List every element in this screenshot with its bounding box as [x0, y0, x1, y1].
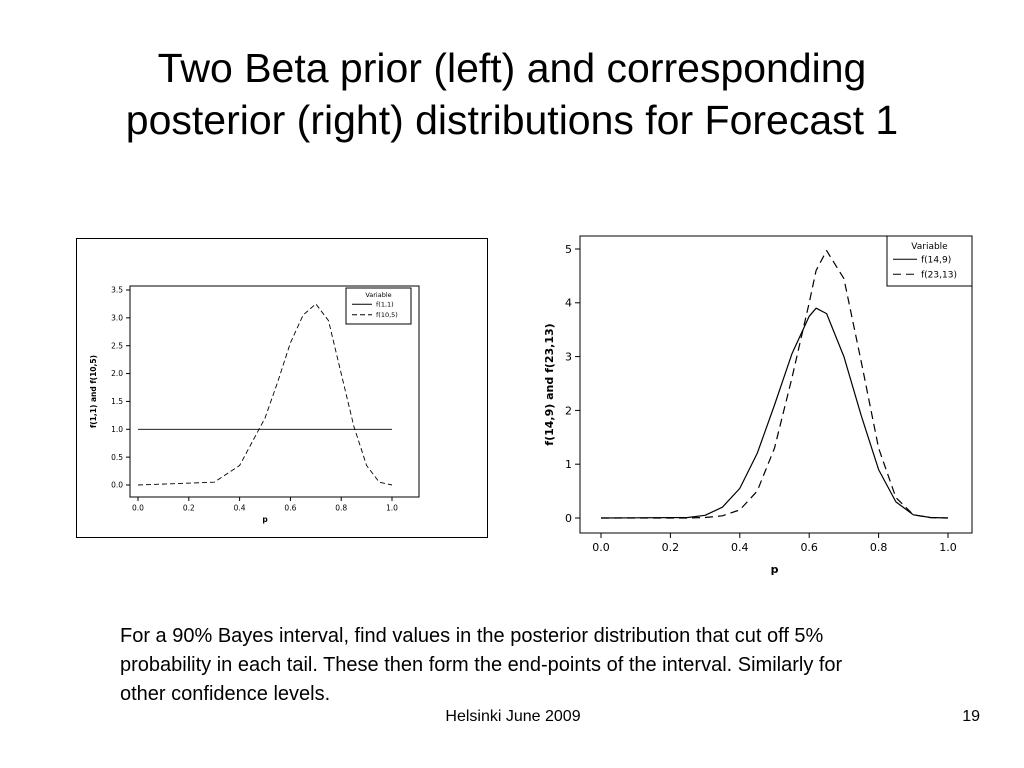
chart-1-y-tick-label: 3.5	[111, 286, 123, 295]
chart-2-y-tick-label: 0	[565, 512, 572, 525]
chart-2-y-tick-label: 3	[565, 350, 572, 363]
chart-2-x-tick-label: 0.8	[870, 541, 888, 554]
chart-2-series-line-1	[600, 307, 949, 519]
chart-1-x-tick-label: 0.6	[284, 504, 296, 513]
chart-2-plot-area	[579, 235, 973, 534]
chart-1-y-tick-label: 1.0	[111, 425, 123, 434]
chart-1-y-tick-label: 0.0	[111, 481, 123, 490]
chart-1-x-axis-label: p	[262, 515, 268, 524]
chart-1-legend	[345, 287, 412, 325]
chart-2-y-axis-label: f(14,9) and f(23,13)	[543, 323, 556, 445]
slide-title: Two Beta prior (left) and corresponding …	[40, 42, 984, 146]
prior-chart: 0.0 0.2 0.4 0.6 0.8 1.0 0.0 0.5 1.0 1.5 2.0 2.5 3.0 3…	[76, 238, 488, 538]
chart-1-y-tick-label: 1.5	[111, 397, 123, 406]
chart-2-x-tick-label: 0.6	[800, 541, 818, 554]
chart-2-x-tick-label: 1.0	[939, 541, 957, 554]
slide-footer: Helsinki June 2009	[445, 708, 581, 725]
chart-1-series-line-2	[137, 303, 393, 486]
chart-2-y-tick-label: 5	[565, 243, 572, 256]
chart-2-y-tick-label: 4	[565, 297, 572, 310]
chart-1-y-tick-label: 3.0	[111, 313, 123, 322]
chart-1-x-tick-label: 0.2	[183, 504, 195, 513]
chart-1-legend-label-1: f(1,1)	[376, 301, 394, 309]
slide-title-line-2: posterior (right) distributions for Fore…	[125, 97, 899, 143]
chart-2-legend-title: Variable	[911, 242, 948, 252]
chart-2-x-tick-label: 0.4	[731, 541, 749, 554]
chart-2-x-tick-label: 0.2	[662, 541, 680, 554]
chart-1-frame	[76, 238, 488, 538]
chart-2-x-axis-label: p	[771, 563, 779, 576]
chart-2-legend	[886, 235, 973, 287]
chart-1-y-axis-label: f(1,1) and f(10,5)	[89, 355, 98, 428]
chart-1-y-tick-label: 0.5	[111, 453, 123, 462]
chart-1-y-tick-label: 2.0	[111, 369, 123, 378]
chart-2-y-tick-label: 1	[565, 458, 572, 471]
chart-1-x-tick-label: 1.0	[386, 504, 398, 513]
chart-2-legend-label-2: f(23,13)	[921, 270, 957, 280]
slide-body-text: For a 90% Bayes interval, find values in…	[120, 625, 843, 705]
chart-2-y-tick-label: 2	[565, 404, 572, 417]
chart-2-series-line-2	[601, 250, 949, 519]
slide-title-line-1: Two Beta prior (left) and corresponding	[157, 45, 867, 91]
chart-1-legend-title: Variable	[365, 291, 391, 299]
chart-2-x-tick-label: 0.0	[592, 541, 610, 554]
chart-1-x-tick-label: 0.4	[234, 504, 246, 513]
chart-1-plot-area	[129, 285, 420, 498]
posterior-chart: 0.0 0.2 0.4 0.6 0.8 1.0 0 1 2 3 4 5 p f(14,9) and f(2…	[543, 235, 973, 576]
chart-1-y-tick-label: 2.5	[111, 341, 123, 350]
chart-1-x-tick-label: 0.8	[335, 504, 347, 513]
chart-2-legend-label-1: f(14,9)	[921, 255, 951, 265]
page-number: 19	[962, 708, 980, 725]
chart-1-legend-label-2: f(10,5)	[376, 311, 398, 319]
chart-1-x-tick-label: 0.0	[132, 504, 144, 513]
